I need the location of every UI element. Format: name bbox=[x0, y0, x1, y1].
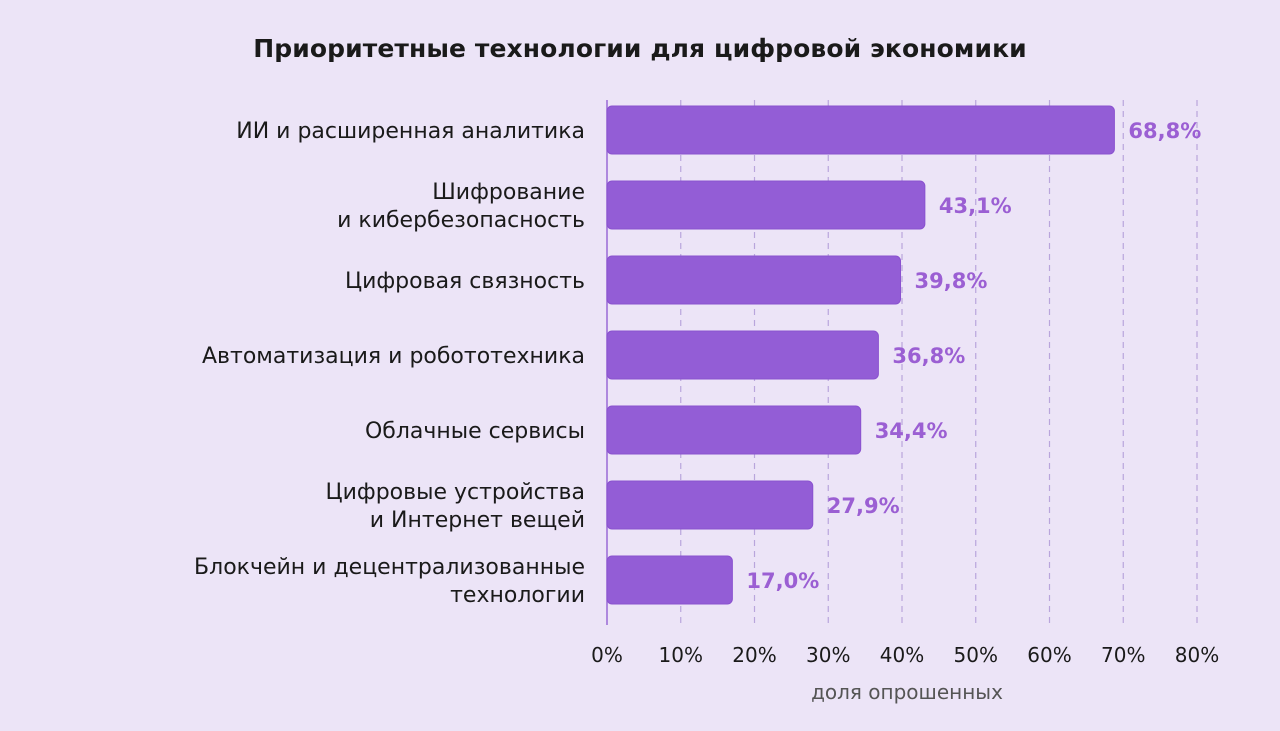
tick-label: 30% bbox=[806, 643, 850, 667]
category-label-line: и кибербезопасность bbox=[337, 208, 585, 233]
category-label-line: Шифрование bbox=[432, 180, 585, 205]
category-label: ИИ и расширенная аналитика bbox=[236, 119, 585, 144]
value-label: 34,4% bbox=[875, 419, 948, 443]
tick-label: 50% bbox=[954, 643, 998, 667]
tick-label: 10% bbox=[659, 643, 703, 667]
bar bbox=[606, 255, 902, 305]
tick-label: 60% bbox=[1027, 643, 1071, 667]
tick-label: 70% bbox=[1101, 643, 1145, 667]
category-label-line: Блокчейн и децентрализованные bbox=[194, 555, 585, 580]
bar bbox=[606, 180, 926, 230]
bar bbox=[606, 105, 1115, 155]
bar bbox=[606, 480, 814, 530]
category-label: Автоматизация и робототехника bbox=[202, 344, 585, 369]
category-label-line: технологии bbox=[450, 583, 585, 608]
category-label-line: Цифровые устройства bbox=[326, 480, 586, 505]
tick-label: 0% bbox=[591, 643, 623, 667]
tick-label: 40% bbox=[880, 643, 924, 667]
category-label: Цифровые устройства и Интернет вещей bbox=[326, 480, 586, 533]
category-label-line: Облачные сервисы bbox=[365, 419, 585, 444]
bar bbox=[606, 405, 862, 455]
category-label: Цифровая связность bbox=[345, 269, 585, 294]
value-label: 43,1% bbox=[939, 194, 1012, 218]
category-label: Шифрование и кибербезопасность bbox=[337, 180, 585, 233]
category-label: Облачные сервисы bbox=[365, 419, 585, 444]
value-label: 68,8% bbox=[1128, 119, 1201, 143]
value-label: 17,0% bbox=[746, 569, 819, 593]
category-label-line: Автоматизация и робототехника bbox=[202, 344, 585, 369]
x-axis-title: доля опрошенных bbox=[811, 680, 1003, 704]
category-label-line: Цифровая связность bbox=[345, 269, 585, 294]
chart-title: Приоритетные технологии для цифровой эко… bbox=[253, 34, 1027, 63]
bar bbox=[606, 555, 733, 605]
category-label-line: и Интернет вещей bbox=[370, 508, 585, 533]
category-label: Блокчейн и децентрализованные технологии bbox=[194, 555, 585, 608]
value-label: 36,8% bbox=[892, 344, 965, 368]
tick-label: 20% bbox=[732, 643, 776, 667]
category-label-line: ИИ и расширенная аналитика bbox=[236, 119, 585, 144]
value-label: 27,9% bbox=[827, 494, 900, 518]
tick-label: 80% bbox=[1175, 643, 1219, 667]
value-label: 39,8% bbox=[915, 269, 988, 293]
bar bbox=[606, 330, 879, 380]
